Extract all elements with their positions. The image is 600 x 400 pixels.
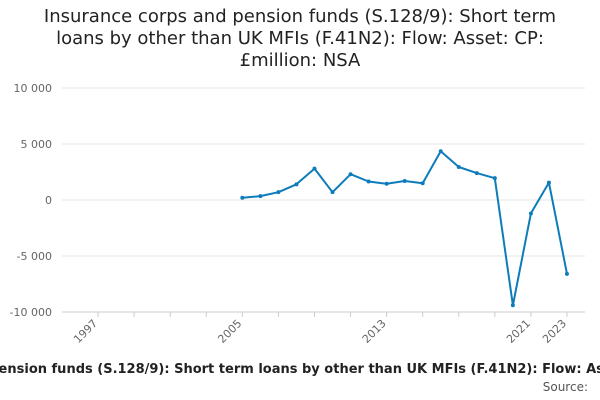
data-point[interactable] [456,164,461,169]
series-line [242,150,568,307]
data-point[interactable] [564,271,569,276]
legend-entry: Insurance corps and pension funds (S.128… [0,362,600,377]
data-point[interactable] [366,179,371,184]
data-point[interactable] [438,149,443,154]
data-point[interactable] [546,180,551,185]
x-tick-label: 2013 [360,317,389,346]
source-label: Source: [542,380,588,394]
y-tick-label: 5 000 [21,138,53,151]
data-point[interactable] [384,181,389,186]
x-tick-label: 2005 [215,317,244,346]
y-axis: 10 000 5 000 0 -5 000 -10 000 [10,82,52,319]
data-point[interactable] [276,190,281,195]
y-tick-label: 0 [45,194,52,207]
y-tick-label: -5 000 [17,250,52,263]
data-point[interactable] [402,178,407,183]
y-tick-label: 10 000 [14,82,53,95]
data-point[interactable] [240,195,245,200]
legend: Insurance corps and pension funds (S.128… [0,362,600,380]
data-point[interactable] [312,166,317,171]
data-point[interactable] [510,303,515,308]
y-tick-label: -10 000 [10,306,52,319]
data-point[interactable] [474,171,479,176]
data-point[interactable] [348,172,353,177]
x-tick-label: 1997 [71,317,100,346]
data-point[interactable] [492,176,497,181]
data-point[interactable] [528,211,533,216]
data-point[interactable] [258,194,263,199]
data-point[interactable] [420,181,425,186]
data-point[interactable] [330,190,335,195]
grid-lines [62,87,585,313]
x-tick-label: 2021 [504,317,533,346]
x-axis: 1997 2005 2013 2021 2023 [62,311,585,346]
chart-title: Insurance corps and pension funds (S.128… [43,6,557,71]
data-point[interactable] [294,182,299,187]
series-group [240,149,569,308]
x-tick-label: 2023 [540,317,569,346]
